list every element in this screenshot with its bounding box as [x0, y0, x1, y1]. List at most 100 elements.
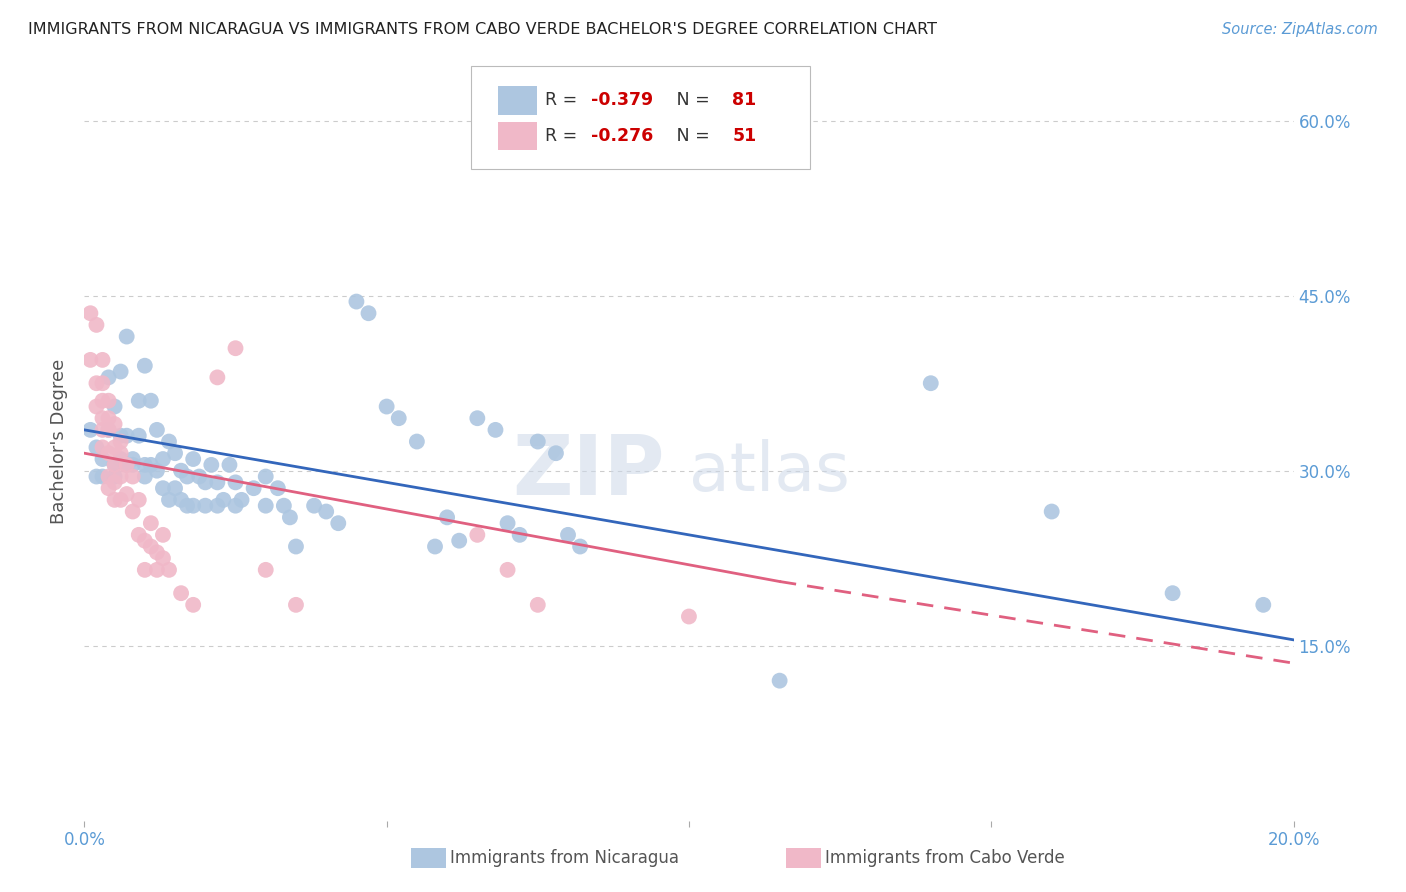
Point [86, 376, 108, 391]
FancyBboxPatch shape [471, 66, 810, 169]
Point [181, 598, 204, 612]
Text: 81: 81 [733, 91, 756, 110]
Point [496, 563, 519, 577]
Point [86, 318, 108, 332]
Point [527, 434, 550, 449]
Point [104, 475, 127, 490]
Point [110, 446, 132, 460]
Point [152, 481, 174, 495]
Point [104, 458, 127, 472]
Point [1161, 586, 1184, 600]
Point [97, 411, 120, 425]
Point [97, 393, 120, 408]
Point [328, 516, 350, 531]
Point [97, 423, 120, 437]
Point [527, 598, 550, 612]
Point [388, 411, 411, 425]
Point [110, 428, 132, 442]
Point [302, 499, 325, 513]
Point [231, 492, 253, 507]
Point [91, 376, 114, 391]
Point [357, 306, 380, 320]
Point [176, 499, 198, 513]
Point [134, 469, 156, 483]
Point [121, 458, 143, 472]
Point [86, 400, 108, 414]
Point [91, 393, 114, 408]
Point [121, 469, 143, 483]
Point [165, 446, 187, 460]
Point [110, 434, 132, 449]
Point [157, 434, 180, 449]
Point [165, 481, 187, 495]
Point [769, 673, 792, 688]
Point [254, 563, 277, 577]
Text: N =: N = [659, 127, 716, 145]
Point [484, 423, 506, 437]
Point [146, 545, 169, 559]
Point [110, 365, 132, 379]
Point [188, 469, 211, 483]
Point [278, 510, 301, 524]
Point [115, 487, 138, 501]
Point [134, 563, 156, 577]
Point [139, 516, 162, 531]
Point [104, 417, 127, 431]
Point [110, 452, 132, 467]
Point [285, 540, 308, 554]
Point [139, 540, 162, 554]
Point [157, 563, 180, 577]
Point [146, 423, 169, 437]
Text: -0.276: -0.276 [591, 127, 654, 145]
Point [91, 411, 114, 425]
Point [920, 376, 942, 391]
Point [176, 469, 198, 483]
Point [225, 341, 247, 355]
Point [79, 352, 101, 367]
Point [315, 504, 337, 518]
Point [146, 563, 169, 577]
Point [467, 528, 489, 542]
Point [86, 469, 108, 483]
Point [152, 452, 174, 467]
Point [110, 492, 132, 507]
Point [225, 475, 247, 490]
Point [91, 452, 114, 467]
Point [128, 393, 150, 408]
Point [423, 540, 446, 554]
Point [97, 446, 120, 460]
Point [79, 423, 101, 437]
Point [194, 499, 217, 513]
Point [134, 533, 156, 548]
Bar [498, 121, 537, 151]
Point [134, 359, 156, 373]
Point [273, 499, 295, 513]
Point [139, 393, 162, 408]
Point [181, 499, 204, 513]
Point [207, 370, 229, 384]
Point [170, 464, 193, 478]
Point [285, 598, 308, 612]
Point [104, 492, 127, 507]
Point [115, 458, 138, 472]
Text: R =: R = [546, 91, 583, 110]
Text: Source: ZipAtlas.com: Source: ZipAtlas.com [1222, 22, 1378, 37]
Point [207, 499, 229, 513]
Point [1040, 504, 1063, 518]
Point [152, 551, 174, 566]
Point [346, 294, 368, 309]
Point [436, 510, 458, 524]
Point [267, 481, 290, 495]
Point [115, 329, 138, 343]
Point [86, 441, 108, 455]
Point [97, 423, 120, 437]
Point [557, 528, 579, 542]
Point [569, 540, 592, 554]
Point [128, 428, 150, 442]
Point [375, 400, 398, 414]
Point [254, 469, 277, 483]
Point [104, 469, 127, 483]
Point [79, 306, 101, 320]
Point [128, 528, 150, 542]
Point [449, 533, 471, 548]
